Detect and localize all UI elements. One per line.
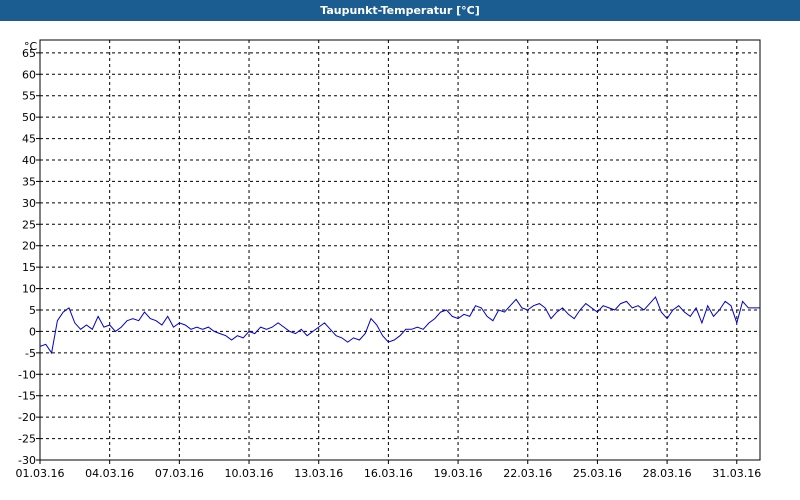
y-tick-label: 65 xyxy=(22,47,36,60)
x-tick-label: 25.03.16 xyxy=(573,467,622,480)
plot-frame xyxy=(39,39,761,461)
x-tick-label: 16.03.16 xyxy=(364,467,413,480)
y-axis-unit-label: °C xyxy=(24,40,38,53)
y-tick-label: 35 xyxy=(22,175,36,188)
x-tick-label: 10.03.16 xyxy=(225,467,274,480)
x-tick-label: 13.03.16 xyxy=(294,467,343,480)
y-tick-label: -30 xyxy=(18,454,36,467)
x-tick-label: 28.03.16 xyxy=(643,467,692,480)
y-tick-label: 15 xyxy=(22,261,36,274)
x-tick-label: 22.03.16 xyxy=(503,467,552,480)
y-tick-label: 50 xyxy=(22,111,36,124)
chart-title: Taupunkt-Temperatur [°C] xyxy=(0,0,800,21)
y-tick-label: -10 xyxy=(18,368,36,381)
x-tick-label: 19.03.16 xyxy=(434,467,483,480)
y-tick-label: 25 xyxy=(22,218,36,231)
y-tick-label: 10 xyxy=(22,283,36,296)
y-tick-label: -5 xyxy=(25,347,36,360)
y-tick-label: -25 xyxy=(18,433,36,446)
y-tick-label: -20 xyxy=(18,411,36,424)
y-tick-label: 0 xyxy=(29,325,36,338)
y-tick-label: 40 xyxy=(22,154,36,167)
plot-area xyxy=(40,40,760,460)
dewpoint-series-line xyxy=(39,296,760,355)
x-tick-label: 01.03.16 xyxy=(16,467,65,480)
x-tick-label: 07.03.16 xyxy=(155,467,204,480)
y-tick-label: -15 xyxy=(18,390,36,403)
y-tick-label: 30 xyxy=(22,197,36,210)
y-tick-label: 45 xyxy=(22,133,36,146)
y-tick-label: 55 xyxy=(22,90,36,103)
x-tick-label: 31.03.16 xyxy=(712,467,761,480)
y-tick-label: 5 xyxy=(29,304,36,317)
y-tick-label: 60 xyxy=(22,68,36,81)
x-tick-label: 04.03.16 xyxy=(85,467,134,480)
y-tick-label: 20 xyxy=(22,240,36,253)
